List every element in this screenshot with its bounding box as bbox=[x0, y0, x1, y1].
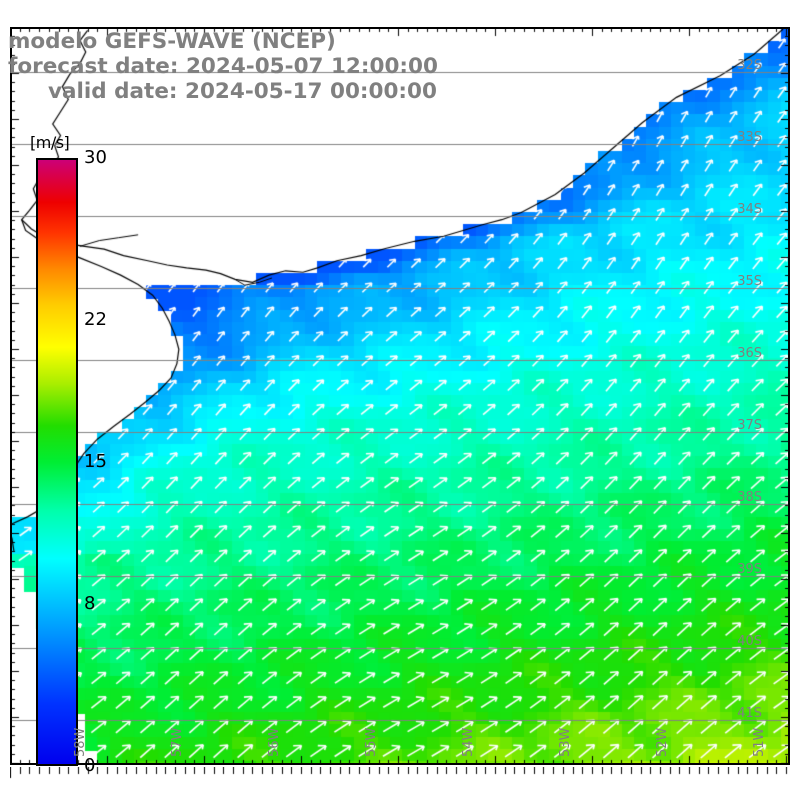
lon-label-51W: 51W bbox=[752, 727, 768, 757]
lat-label-40S: 40S bbox=[737, 633, 762, 649]
lat-label-33S: 33S bbox=[737, 130, 762, 146]
right-axis-ticks bbox=[778, 27, 790, 765]
lon-label-52W: 52W bbox=[655, 727, 671, 757]
colorbar-units-label: [m/s] bbox=[30, 133, 70, 152]
map-frame bbox=[10, 27, 790, 765]
lat-label-32S: 32S bbox=[737, 58, 762, 74]
left-axis-ticks bbox=[10, 27, 22, 765]
colorbar-tick-15: 15 bbox=[84, 451, 107, 472]
colorbar bbox=[36, 158, 78, 766]
colorbar-tick-22: 22 bbox=[84, 309, 107, 331]
colorbar-gradient bbox=[36, 158, 78, 766]
colorbar-tick-8: 8 bbox=[84, 592, 96, 614]
top-axis-ticks bbox=[10, 27, 790, 39]
lon-label-57W: 57W bbox=[170, 727, 186, 757]
lat-label-41S: 41S bbox=[737, 705, 762, 721]
lon-label-58W: 58W bbox=[73, 727, 89, 757]
lon-label-53W: 53W bbox=[558, 727, 574, 757]
lat-label-34S: 34S bbox=[737, 202, 762, 218]
lat-label-36S: 36S bbox=[737, 346, 762, 362]
lat-label-38S: 38S bbox=[737, 489, 762, 505]
lon-label-55W: 55W bbox=[364, 727, 380, 757]
lat-label-37S: 37S bbox=[737, 417, 762, 433]
outer-bottom-ticks bbox=[10, 767, 790, 783]
colorbar-tick-30: 30 bbox=[84, 147, 107, 168]
lat-lon-gridlines bbox=[12, 29, 788, 763]
lat-label-35S: 35S bbox=[737, 274, 762, 290]
colorbar-tick-0: 0 bbox=[84, 755, 96, 776]
bottom-axis-ticks bbox=[10, 753, 790, 765]
map-canvas-area bbox=[12, 29, 788, 763]
lon-label-56W: 56W bbox=[267, 727, 283, 757]
lon-label-54W: 54W bbox=[461, 727, 477, 757]
lat-label-39S: 39S bbox=[737, 561, 762, 577]
